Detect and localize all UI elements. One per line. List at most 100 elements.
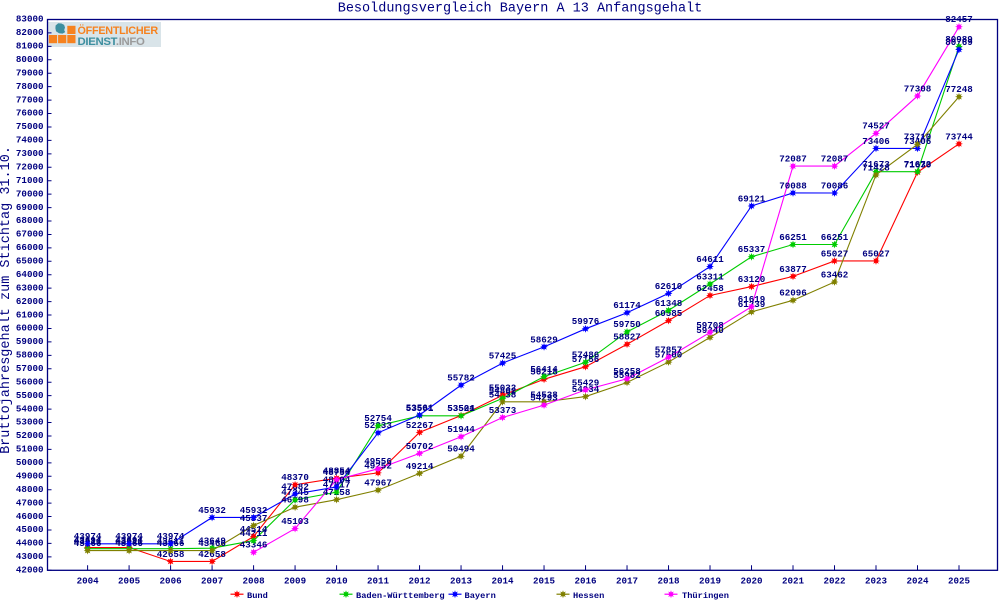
svg-text:73710: 73710 [904, 132, 932, 143]
svg-text:43694: 43694 [74, 535, 102, 546]
svg-text:70000: 70000 [16, 188, 44, 199]
svg-text:71673: 71673 [904, 159, 932, 170]
svg-text:59750: 59750 [613, 319, 641, 330]
svg-text:64000: 64000 [16, 269, 44, 280]
svg-text:63462: 63462 [821, 269, 849, 280]
svg-text:65337: 65337 [738, 244, 766, 255]
svg-text:56414: 56414 [530, 364, 558, 375]
svg-text:52267: 52267 [406, 420, 434, 431]
svg-text:59976: 59976 [572, 316, 600, 327]
svg-text:53501: 53501 [406, 403, 434, 414]
svg-text:45103: 45103 [281, 516, 309, 527]
svg-text:48000: 48000 [16, 484, 44, 495]
svg-text:53524: 53524 [447, 403, 475, 414]
svg-text:2016: 2016 [575, 575, 597, 586]
svg-text:72087: 72087 [821, 154, 849, 165]
svg-text:2023: 2023 [865, 575, 888, 586]
svg-text:2008: 2008 [243, 575, 266, 586]
svg-text:74527: 74527 [862, 121, 890, 132]
svg-text:73744: 73744 [945, 131, 973, 142]
svg-text:56000: 56000 [16, 376, 44, 387]
svg-text:73406: 73406 [862, 136, 890, 147]
svg-text:51944: 51944 [447, 424, 475, 435]
svg-text:2005: 2005 [118, 575, 141, 586]
svg-text:43974: 43974 [74, 531, 102, 542]
svg-text:66000: 66000 [16, 242, 44, 253]
svg-text:73000: 73000 [16, 148, 44, 159]
svg-text:45000: 45000 [16, 524, 44, 535]
svg-text:77000: 77000 [16, 94, 44, 105]
svg-text:55429: 55429 [572, 377, 600, 388]
svg-text:2004: 2004 [77, 575, 100, 586]
svg-text:74000: 74000 [16, 135, 44, 146]
svg-text:83000: 83000 [16, 14, 44, 25]
svg-text:2020: 2020 [740, 575, 762, 586]
svg-text:72087: 72087 [779, 154, 807, 165]
svg-text:66251: 66251 [821, 232, 849, 243]
svg-text:2017: 2017 [616, 575, 638, 586]
svg-text:Bayern: Bayern [465, 591, 496, 600]
svg-text:63120: 63120 [738, 274, 766, 285]
svg-text:54293: 54293 [530, 393, 558, 404]
svg-text:53561: 53561 [406, 402, 434, 413]
svg-text:2019: 2019 [699, 575, 721, 586]
svg-text:49214: 49214 [406, 461, 434, 472]
svg-text:71000: 71000 [16, 175, 44, 186]
svg-text:Besoldungsvergleich Bayern A 1: Besoldungsvergleich Bayern A 13 Anfangsg… [338, 2, 703, 17]
svg-text:71428: 71428 [862, 162, 890, 173]
svg-text:75000: 75000 [16, 121, 44, 132]
svg-text:50494: 50494 [447, 444, 475, 455]
svg-text:70088: 70088 [779, 180, 807, 191]
svg-text:54000: 54000 [16, 403, 44, 414]
svg-text:DIENST.INFO: DIENST.INFO [78, 36, 146, 48]
svg-text:61348: 61348 [655, 298, 683, 309]
svg-text:54538: 54538 [530, 389, 558, 400]
svg-text:61000: 61000 [16, 309, 44, 320]
svg-text:62000: 62000 [16, 296, 44, 307]
svg-text:57486: 57486 [572, 350, 600, 361]
svg-text:52000: 52000 [16, 430, 44, 441]
svg-text:62096: 62096 [779, 288, 807, 299]
svg-text:79000: 79000 [16, 67, 44, 78]
svg-text:46000: 46000 [16, 511, 44, 522]
svg-text:2009: 2009 [284, 575, 306, 586]
svg-text:68000: 68000 [16, 215, 44, 226]
svg-text:2022: 2022 [823, 575, 845, 586]
svg-text:43000: 43000 [16, 551, 44, 562]
svg-text:50000: 50000 [16, 457, 44, 468]
svg-text:2021: 2021 [782, 575, 805, 586]
svg-text:Baden-Württemberg: Baden-Württemberg [356, 591, 445, 600]
svg-text:56258: 56258 [613, 366, 641, 377]
svg-text:50702: 50702 [406, 441, 434, 452]
svg-text:2024: 2024 [906, 575, 929, 586]
svg-text:Bruttojahresgehalt zum Stichta: Bruttojahresgehalt zum Stichtag 31.10. [0, 146, 14, 454]
svg-text:55032: 55032 [489, 383, 517, 394]
svg-text:58629: 58629 [530, 334, 558, 345]
svg-text:77248: 77248 [945, 84, 973, 95]
svg-text:Hessen: Hessen [573, 591, 604, 600]
svg-text:43974: 43974 [115, 531, 143, 542]
svg-text:2018: 2018 [657, 575, 680, 586]
svg-text:61619: 61619 [738, 294, 766, 305]
svg-text:65000: 65000 [16, 256, 44, 267]
svg-text:49556: 49556 [364, 456, 392, 467]
svg-text:53000: 53000 [16, 417, 44, 428]
svg-text:64611: 64611 [696, 254, 724, 265]
svg-text:2010: 2010 [326, 575, 348, 586]
svg-text:80769: 80769 [945, 37, 973, 48]
svg-text:53501: 53501 [447, 403, 475, 414]
svg-text:54802: 54802 [489, 386, 517, 397]
svg-text:80000: 80000 [16, 54, 44, 65]
svg-text:ÖFFENTLICHER: ÖFFENTLICHER [78, 24, 159, 37]
svg-text:72000: 72000 [16, 161, 44, 172]
svg-text:51000: 51000 [16, 444, 44, 455]
svg-text:48854: 48854 [323, 466, 351, 477]
svg-text:47967: 47967 [364, 478, 392, 489]
svg-text:71673: 71673 [862, 159, 890, 170]
svg-text:77308: 77308 [904, 83, 932, 94]
svg-text:61174: 61174 [613, 300, 641, 311]
svg-text:60000: 60000 [16, 323, 44, 334]
svg-text:2011: 2011 [367, 575, 390, 586]
svg-text:48370: 48370 [281, 472, 309, 483]
svg-text:59000: 59000 [16, 336, 44, 347]
